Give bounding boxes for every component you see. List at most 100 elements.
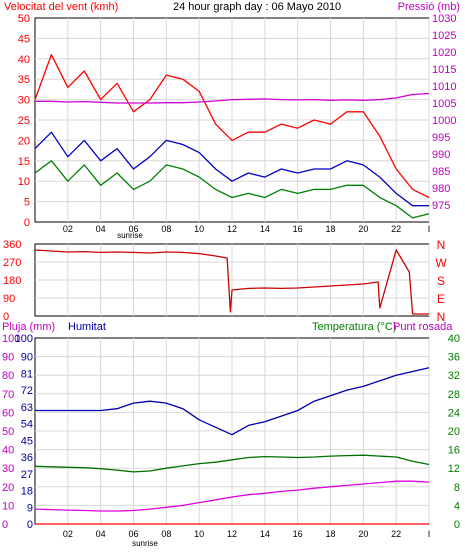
humidity-series <box>34 367 430 525</box>
y-tick-label: 90 <box>2 352 14 364</box>
y-tick-label: 81 <box>21 368 33 380</box>
y-tick-label: 0 <box>2 519 8 531</box>
y-tick-label: 18 <box>21 486 33 498</box>
x-tick-label: 18 <box>325 224 335 234</box>
x-tick-label: 10 <box>194 529 204 539</box>
y-tick-label: 360 <box>3 239 21 251</box>
y-tick-label: 12 <box>448 463 460 475</box>
y-tick-label: 24 <box>448 407 460 419</box>
x-tick-label: 06 <box>128 224 138 234</box>
compass-label: N <box>437 310 446 324</box>
y-tick-label: 35 <box>18 74 30 86</box>
y-tick-label: 1000 <box>432 115 456 127</box>
compass-label: E <box>437 292 445 306</box>
temperature-y-ticks: 0 4 8 12 16 20 24 28 32 36 40 <box>448 333 460 531</box>
pressure-y-ticks: 975 980 985 990 995 1000 1005 1010 1015 1020 1025 1… <box>432 13 456 212</box>
y-tick-label: 54 <box>21 419 33 431</box>
x-tick-label: 14 <box>260 529 270 539</box>
x-tick-label: 16 <box>293 529 303 539</box>
y-tick-label: 985 <box>432 166 450 178</box>
x-tick-label: 16 <box>293 224 303 234</box>
compass-label: W <box>435 256 447 270</box>
y-tick-label: 270 <box>3 257 21 269</box>
wind-axis-label: Velocitat del vent (kmh) <box>4 1 118 13</box>
y-tick-label: 20 <box>2 482 14 494</box>
rain-y-ticks: 0 10 20 30 40 50 60 70 80 90 100 <box>2 333 20 531</box>
humidity-axis-label: Humitat <box>68 321 106 333</box>
humidity-y-ticks: 0 9 18 27 36 45 54 63 72 81 90 100 <box>15 333 33 531</box>
y-tick-label: 70 <box>2 389 14 401</box>
y-tick-label: 50 <box>18 13 30 25</box>
compass-label: S <box>437 274 445 288</box>
low-wind-line <box>34 160 430 219</box>
y-tick-label: 1030 <box>432 13 456 25</box>
y-tick-label: 4 <box>454 500 460 512</box>
temperature-line <box>34 454 430 473</box>
x-tick-label: 12 <box>227 224 237 234</box>
y-tick-label: 980 <box>432 183 450 195</box>
gust-line <box>34 54 430 199</box>
x-tick-label: 22 <box>391 529 401 539</box>
y-tick-label: 32 <box>448 370 460 382</box>
x-tick-label: 08 <box>161 224 171 234</box>
y-tick-label: 40 <box>448 333 460 345</box>
humidity-temperature-chart: Pluja (mm) Humitat Temperatura (°C) Punt… <box>2 321 460 548</box>
y-tick-label: 1025 <box>432 30 456 42</box>
temperature-axis-label: Temperatura (°C) <box>312 321 396 333</box>
sunrise-label-bottom: sunrise <box>132 539 158 548</box>
y-tick-label: 36 <box>448 352 460 364</box>
y-tick-label: 90 <box>3 293 15 305</box>
y-tick-label: 63 <box>21 402 33 414</box>
x-tick-label: 02 <box>63 529 73 539</box>
x-tick-label: 06 <box>128 529 138 539</box>
y-tick-label: 45 <box>21 435 33 447</box>
x-tick-label: 20 <box>358 224 368 234</box>
x-tick-label: 04 <box>96 224 106 234</box>
y-tick-label: 8 <box>454 482 460 494</box>
average-wind-line <box>34 131 429 207</box>
y-tick-label: 30 <box>2 463 14 475</box>
y-tick-label: 25 <box>18 115 30 127</box>
y-tick-label: 1015 <box>432 64 456 76</box>
y-tick-label: 9 <box>27 502 33 514</box>
y-tick-label: 28 <box>448 389 460 401</box>
y-tick-label: 0 <box>27 519 33 531</box>
y-tick-label: 45 <box>18 33 30 45</box>
wind-y-ticks: 0 5 10 15 20 25 30 35 40 45 50 <box>18 13 30 229</box>
y-tick-label: 0 <box>454 519 460 531</box>
y-tick-label: 40 <box>2 445 14 457</box>
y-tick-label: 0 <box>3 311 9 323</box>
direction-y-ticks: 0 90 180 270 360 <box>3 239 21 323</box>
y-tick-label: 16 <box>448 445 460 457</box>
y-tick-label: 100 <box>2 333 20 345</box>
x-tick-label: 20 <box>358 529 368 539</box>
y-tick-label: 995 <box>432 132 450 144</box>
wind-x-ticks: 02 04 06 08 10 12 14 16 18 20 22 I <box>63 224 430 234</box>
y-tick-label: 10 <box>2 500 14 512</box>
direction-line <box>34 249 429 315</box>
y-tick-label: 1010 <box>432 81 456 93</box>
y-tick-label: 180 <box>3 275 21 287</box>
pressure-line <box>35 92 430 104</box>
x-tick-label: 22 <box>391 224 401 234</box>
dewpoint-axis-label: Punt rosada <box>393 321 453 333</box>
dewpoint-line <box>34 480 430 512</box>
x-tick-label: 10 <box>194 224 204 234</box>
x-tick-label: 18 <box>325 529 335 539</box>
y-tick-label: 5 <box>24 197 30 209</box>
y-tick-label: 15 <box>18 156 30 168</box>
y-tick-label: 975 <box>432 200 450 212</box>
y-tick-label: 80 <box>2 370 14 382</box>
rain-axis-label: Pluja (mm) <box>2 321 55 333</box>
x-tick-label: I <box>428 224 431 234</box>
x-tick-label: 02 <box>63 224 73 234</box>
compass-label: N <box>437 238 446 252</box>
humidity-grid <box>35 338 430 524</box>
y-tick-label: 72 <box>21 385 33 397</box>
y-tick-label: 90 <box>21 352 33 364</box>
y-tick-label: 40 <box>18 54 30 66</box>
y-tick-label: 20 <box>448 426 460 438</box>
graph-day-title: 24 hour graph day : 06 Mayo 2010 <box>173 1 341 13</box>
